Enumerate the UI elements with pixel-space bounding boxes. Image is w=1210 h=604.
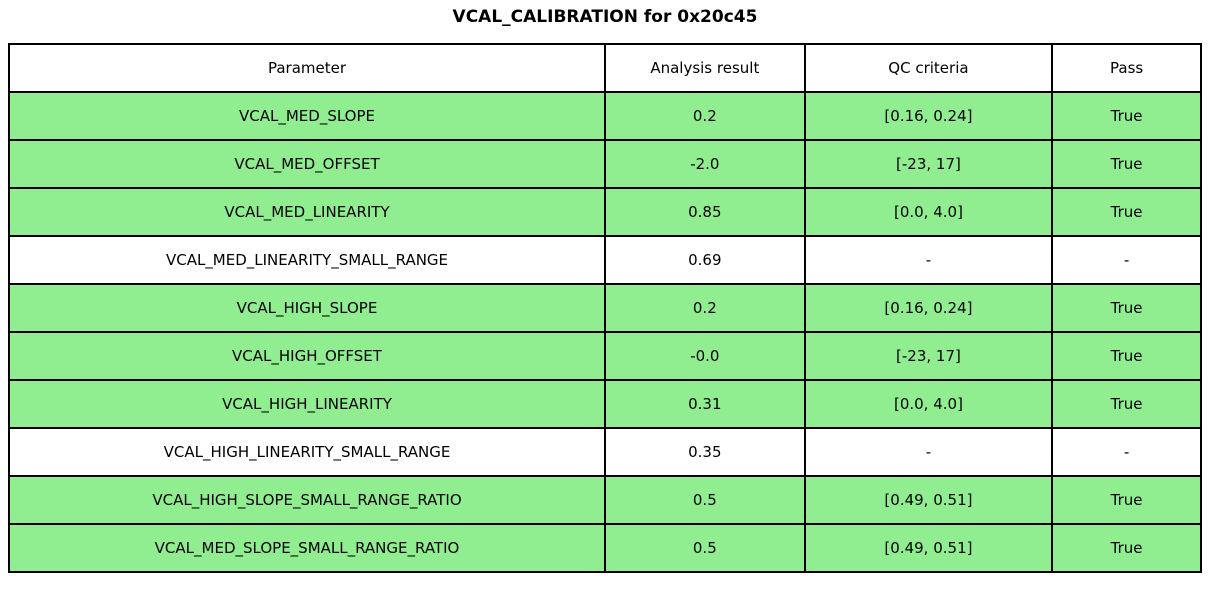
cell-parameter: VCAL_MED_LINEARITY_SMALL_RANGE bbox=[8, 235, 606, 285]
table-row: VCAL_MED_LINEARITY 0.85 [0.0, 4.0] True bbox=[8, 187, 1202, 237]
cell-parameter: VCAL_MED_OFFSET bbox=[8, 139, 606, 189]
cell-analysis-result: 0.5 bbox=[604, 475, 806, 525]
cell-analysis-result: 0.35 bbox=[604, 427, 806, 477]
table-row: VCAL_HIGH_LINEARITY 0.31 [0.0, 4.0] True bbox=[8, 379, 1202, 429]
cell-qc-criteria: [0.16, 0.24] bbox=[803, 283, 1054, 333]
cell-pass: - bbox=[1051, 427, 1202, 477]
cell-parameter: VCAL_HIGH_LINEARITY bbox=[8, 379, 606, 429]
cell-qc-criteria: [-23, 17] bbox=[803, 139, 1054, 189]
table-row: VCAL_HIGH_SLOPE_SMALL_RANGE_RATIO 0.5 [0… bbox=[8, 475, 1202, 525]
page-title: VCAL_CALIBRATION for 0x20c45 bbox=[452, 7, 758, 27]
cell-qc-criteria: [0.0, 4.0] bbox=[803, 187, 1054, 237]
cell-parameter: VCAL_MED_LINEARITY bbox=[8, 187, 606, 237]
cell-analysis-result: 0.2 bbox=[604, 283, 806, 333]
cell-analysis-result: 0.85 bbox=[604, 187, 806, 237]
cell-pass: True bbox=[1051, 139, 1202, 189]
cell-parameter: VCAL_HIGH_LINEARITY_SMALL_RANGE bbox=[8, 427, 606, 477]
table-row: VCAL_MED_SLOPE_SMALL_RANGE_RATIO 0.5 [0.… bbox=[8, 523, 1202, 573]
cell-analysis-result: 0.69 bbox=[604, 235, 806, 285]
table-header-row: Parameter Analysis result QC criteria Pa… bbox=[8, 43, 1202, 93]
cell-qc-criteria: [0.49, 0.51] bbox=[803, 475, 1054, 525]
cell-parameter: VCAL_MED_SLOPE_SMALL_RANGE_RATIO bbox=[8, 523, 606, 573]
cell-qc-criteria: [0.0, 4.0] bbox=[803, 379, 1054, 429]
cell-parameter: VCAL_HIGH_SLOPE bbox=[8, 283, 606, 333]
table-row: VCAL_HIGH_SLOPE 0.2 [0.16, 0.24] True bbox=[8, 283, 1202, 333]
column-header-analysis-result: Analysis result bbox=[604, 43, 806, 93]
cell-qc-criteria: [0.16, 0.24] bbox=[803, 91, 1054, 141]
cell-pass: True bbox=[1051, 283, 1202, 333]
column-header-pass: Pass bbox=[1051, 43, 1202, 93]
column-header-qc-criteria: QC criteria bbox=[803, 43, 1054, 93]
table-row: VCAL_HIGH_LINEARITY_SMALL_RANGE 0.35 - - bbox=[8, 427, 1202, 477]
column-header-parameter: Parameter bbox=[8, 43, 606, 93]
table-row: VCAL_HIGH_OFFSET -0.0 [-23, 17] True bbox=[8, 331, 1202, 381]
cell-analysis-result: -2.0 bbox=[604, 139, 806, 189]
cell-pass: True bbox=[1051, 523, 1202, 573]
table-row: VCAL_MED_OFFSET -2.0 [-23, 17] True bbox=[8, 139, 1202, 189]
cell-qc-criteria: [-23, 17] bbox=[803, 331, 1054, 381]
cell-parameter: VCAL_MED_SLOPE bbox=[8, 91, 606, 141]
cell-pass: True bbox=[1051, 91, 1202, 141]
cell-analysis-result: 0.5 bbox=[604, 523, 806, 573]
cell-qc-criteria: - bbox=[803, 235, 1054, 285]
cell-pass: True bbox=[1051, 331, 1202, 381]
cell-pass: True bbox=[1051, 379, 1202, 429]
table-row: VCAL_MED_SLOPE 0.2 [0.16, 0.24] True bbox=[8, 91, 1202, 141]
cell-pass: True bbox=[1051, 475, 1202, 525]
cell-qc-criteria: - bbox=[803, 427, 1054, 477]
cell-analysis-result: 0.2 bbox=[604, 91, 806, 141]
cell-analysis-result: 0.31 bbox=[604, 379, 806, 429]
cell-analysis-result: -0.0 bbox=[604, 331, 806, 381]
qc-table: Parameter Analysis result QC criteria Pa… bbox=[8, 43, 1202, 573]
qc-table-body: VCAL_MED_SLOPE 0.2 [0.16, 0.24] True VCA… bbox=[8, 91, 1202, 573]
table-row: VCAL_MED_LINEARITY_SMALL_RANGE 0.69 - - bbox=[8, 235, 1202, 285]
cell-pass: - bbox=[1051, 235, 1202, 285]
cell-pass: True bbox=[1051, 187, 1202, 237]
cell-qc-criteria: [0.49, 0.51] bbox=[803, 523, 1054, 573]
cell-parameter: VCAL_HIGH_OFFSET bbox=[8, 331, 606, 381]
cell-parameter: VCAL_HIGH_SLOPE_SMALL_RANGE_RATIO bbox=[8, 475, 606, 525]
